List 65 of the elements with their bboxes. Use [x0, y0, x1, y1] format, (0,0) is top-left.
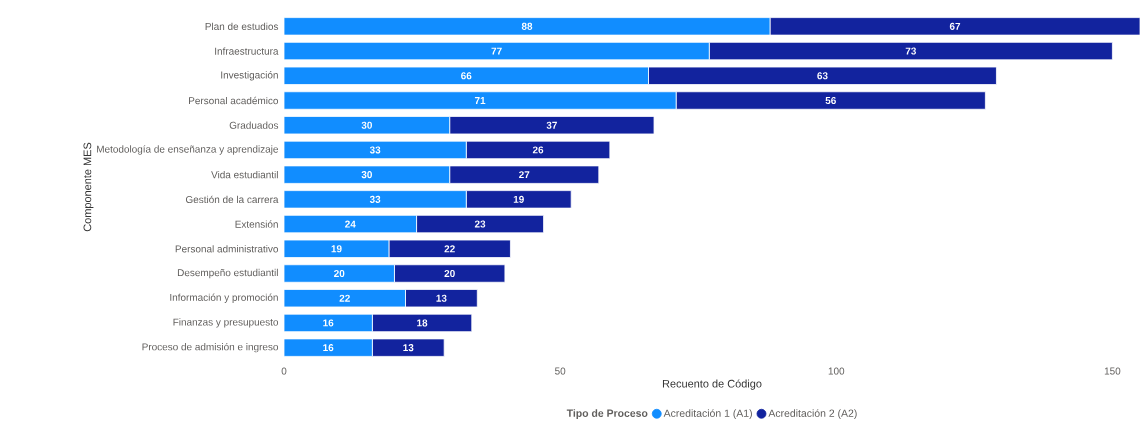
- data-label: 16: [323, 319, 334, 327]
- data-label: 71: [474, 97, 486, 104]
- y-tick-label: Personal administrativo: [175, 245, 279, 253]
- data-label: 67: [949, 22, 961, 30]
- legend-label: Acreditación 1 (A1): [663, 409, 752, 420]
- data-label: 24: [345, 220, 356, 228]
- y-tick-label: Graduados: [229, 121, 279, 129]
- data-label: 73: [905, 47, 917, 55]
- x-tick-label: 50: [555, 367, 566, 375]
- data-label: 66: [461, 72, 472, 80]
- data-label: 23: [474, 220, 486, 228]
- y-tick-label: Información y promoción: [170, 293, 278, 303]
- data-label: 30: [361, 171, 372, 179]
- y-tick-label: Desempeño estudiantil: [177, 268, 278, 279]
- data-label: 33: [369, 146, 381, 154]
- data-label: 30: [361, 121, 372, 129]
- legend-label: Acreditación 2 (A2): [768, 409, 857, 420]
- x-tick-label: 0: [281, 367, 287, 375]
- data-label: 77: [491, 47, 502, 55]
- data-label: 56: [825, 96, 836, 105]
- bar: [284, 190, 467, 209]
- data-label: 22: [444, 245, 455, 253]
- y-tick-label: Metodología de enseñanza y aprendizaje: [97, 145, 278, 155]
- bar: [284, 91, 677, 110]
- data-label: 19: [513, 195, 524, 203]
- y-tick-label: Vida estudiantil: [211, 170, 278, 179]
- y-tick-label: Personal académico: [189, 96, 279, 105]
- bar: [284, 66, 649, 85]
- x-axis-title: Recuento de Código: [662, 379, 762, 390]
- data-label: 88: [521, 22, 533, 30]
- data-label: 63: [817, 72, 828, 80]
- bar: [648, 66, 997, 85]
- data-label: 13: [403, 344, 414, 352]
- data-label: 19: [331, 245, 342, 253]
- bar: [284, 264, 395, 283]
- bar: [449, 165, 600, 184]
- data-label: 22: [339, 294, 350, 302]
- bar: [675, 91, 986, 110]
- y-tick-label: Infraestructura: [215, 47, 279, 55]
- y-tick-label: Investigación: [221, 71, 278, 81]
- data-label: 13: [436, 294, 447, 302]
- bar: [284, 41, 710, 61]
- x-tick-label: 150: [1104, 367, 1121, 375]
- bar: [449, 116, 655, 135]
- data-label: 26: [532, 146, 544, 154]
- y-tick-label: Plan de estudios: [205, 22, 279, 31]
- bar: [708, 41, 1113, 61]
- y-tick-label: Extensión: [235, 220, 278, 228]
- bar: [394, 264, 506, 283]
- data-label: 18: [417, 319, 428, 327]
- bar: [284, 140, 467, 160]
- data-label: 16: [323, 344, 334, 352]
- data-label: 20: [334, 269, 345, 278]
- bar: [284, 17, 771, 36]
- legend-title: Tipo de Proceso: [566, 409, 648, 419]
- y-tick-label: Finanzas y presupuesto: [173, 318, 279, 328]
- y-tick-label: Proceso de admisión e ingreso: [142, 342, 279, 353]
- y-axis-title: Componente MES: [83, 142, 94, 232]
- x-tick-label: 100: [828, 367, 845, 375]
- y-tick-label: Gestión de la carrera: [185, 195, 279, 204]
- data-label: 37: [546, 121, 557, 129]
- bar: [769, 17, 1141, 36]
- data-label: 33: [369, 195, 381, 203]
- data-label: 27: [519, 171, 530, 179]
- data-label: 20: [444, 269, 455, 278]
